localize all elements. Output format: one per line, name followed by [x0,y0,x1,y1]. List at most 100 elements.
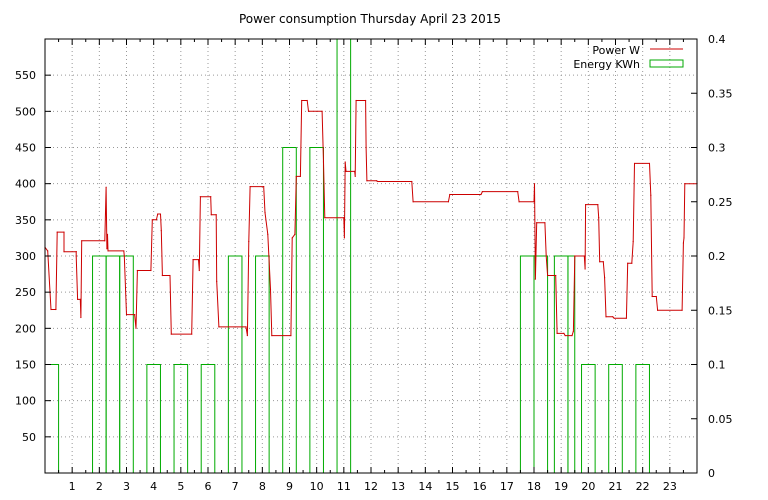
power-point [480,193,482,196]
power-point [632,240,634,243]
x-tick-label: 14 [418,480,432,493]
power-point [269,288,272,290]
y-left-tick-label: 250 [15,286,36,299]
power-point [215,214,217,216]
power-point [245,326,247,328]
y-right-tick-label: 0.1 [708,359,726,372]
power-point [80,316,82,319]
power-point [105,186,107,188]
power-point [50,308,52,311]
x-tick-label: 3 [123,480,130,493]
power-point [106,233,109,235]
y-right-tick-label: 0 [708,467,715,480]
power-point [81,240,83,242]
power-point [321,110,323,112]
power-point [684,183,686,185]
energy-bar [608,364,623,474]
power-point [191,333,193,335]
power-point [682,242,685,244]
power-point [77,298,79,300]
power-point [481,191,483,193]
power-point [322,161,325,163]
power-point [299,175,301,178]
power-point [197,259,200,261]
x-tick-label: 16 [473,480,487,493]
power-point [343,237,345,239]
x-tick-label: 11 [337,480,351,493]
power-point [633,162,636,165]
power-point [47,250,49,252]
power-point [657,309,659,311]
x-tick-label: 8 [259,480,266,493]
power-point [301,99,303,102]
power-point [106,248,108,250]
power-point [613,317,615,319]
power-point [602,261,604,263]
energy-bar [519,255,535,474]
power-point [306,99,308,102]
power-point [155,219,157,221]
power-point [563,332,565,334]
power-point [585,204,587,206]
power-point [536,222,538,224]
power-point [571,334,573,337]
power-point [134,313,136,316]
y-right-tick-label: 0.35 [708,87,733,100]
legend-swatch-energy [649,59,684,68]
power-point [544,222,546,224]
energy-bar [581,364,596,474]
legend: Power W Energy KWh [573,44,684,71]
power-point [125,313,128,316]
y-right-tick-label: 0.2 [708,250,726,263]
power-point [354,170,356,172]
chart-title: Power consumption Thursday April 23 2015 [239,12,501,26]
x-tick-label: 20 [581,480,595,493]
power-point [449,193,451,196]
x-tick-label: 9 [286,480,293,493]
power-point [584,268,586,270]
x-tick-label: 23 [663,480,677,493]
energy-bar [92,255,107,474]
y-left-tick-label: 200 [15,322,36,335]
power-point [170,333,172,335]
power-point [291,237,293,239]
y-left-tick-label: 550 [15,69,36,82]
power-point [248,240,250,243]
y-right-tick-label: 0.3 [708,142,726,155]
x-tick-label: 1 [69,480,76,493]
power-point [683,237,685,239]
power-point [650,194,652,196]
y-left-tick-label: 50 [22,431,36,444]
power-point [365,146,367,149]
power-point [344,161,346,163]
power-point [75,251,77,253]
energy-bar [227,255,243,474]
power-point [343,217,345,219]
power-point [574,255,576,257]
power-point [517,191,519,193]
power-point [216,280,218,282]
x-tick-label: 5 [177,480,184,493]
x-tick-label: 18 [527,480,541,493]
power-point [583,255,585,257]
power-point [411,180,413,183]
x-tick-label: 10 [310,480,324,493]
power-point [210,214,212,216]
y-right-tick-label: 0.15 [708,304,733,317]
power-point [364,99,367,102]
x-tick-label: 15 [446,480,460,493]
x-tick-label: 7 [232,480,239,493]
power-point [104,240,106,242]
power-point [135,327,137,329]
power-point [681,309,683,311]
power-point [294,233,296,235]
power-point [604,277,606,279]
power-point [324,217,326,219]
energy-bar [146,364,161,474]
power-point [412,201,414,203]
power-point [56,231,58,233]
power-point [625,317,627,319]
power-point [295,175,297,178]
energy-bar [635,364,650,474]
x-tick-label: 22 [636,480,650,493]
